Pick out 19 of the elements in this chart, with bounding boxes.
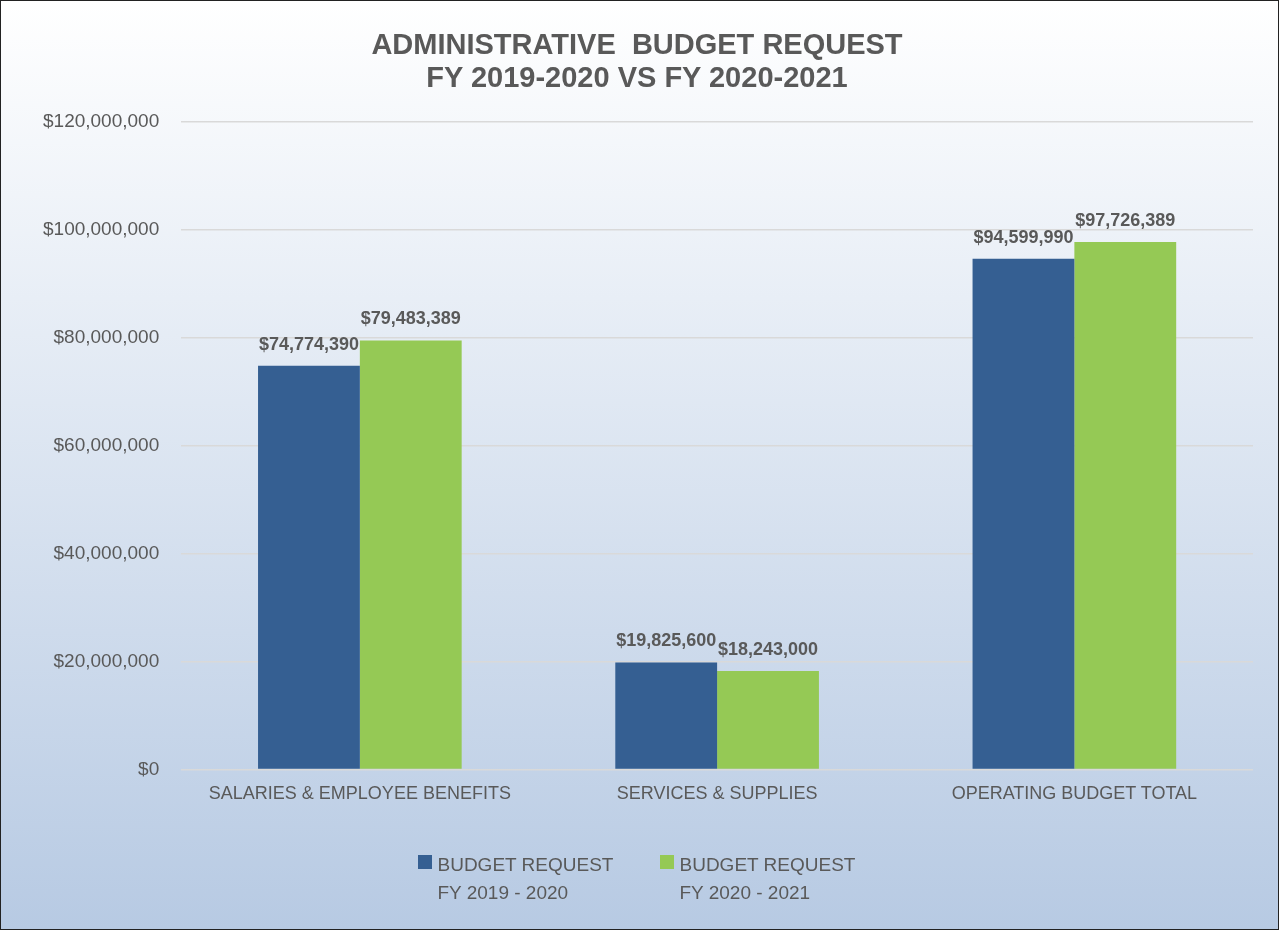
legend-label: BUDGET REQUEST FY 2019 - 2020	[437, 853, 615, 905]
y-tick-label: $80,000,000	[53, 325, 160, 347]
data-label: $79,483,389	[360, 308, 461, 329]
y-tick-label: $100,000,000	[42, 217, 160, 239]
y-tick-label: $0	[138, 757, 160, 779]
legend-label: BUDGET REQUEST FY 2020 - 2021	[679, 853, 857, 905]
x-tick-label: OPERATING BUDGET TOTAL	[951, 783, 1198, 804]
data-label: $18,243,000	[717, 638, 819, 659]
y-tick-label: $20,000,000	[53, 649, 160, 671]
y-tick-label: $60,000,000	[53, 433, 160, 455]
y-tick-label: $40,000,000	[53, 541, 160, 563]
x-tick-label: SALARIES & EMPLOYEE BENEFITS	[208, 783, 511, 804]
chart-title: ADMINISTRATIVE BUDGET REQUEST FY 2019-2020 VS FY 2020-2021	[371, 27, 903, 94]
y-tick-label: $120,000,000	[42, 109, 160, 131]
x-tick-label: SERVICES & SUPPLIES	[616, 783, 818, 804]
data-label: $94,599,990	[973, 226, 1074, 247]
data-label: $97,726,389	[1075, 209, 1176, 230]
data-label: $74,774,390	[258, 333, 359, 354]
data-label: $19,825,600	[616, 630, 717, 651]
